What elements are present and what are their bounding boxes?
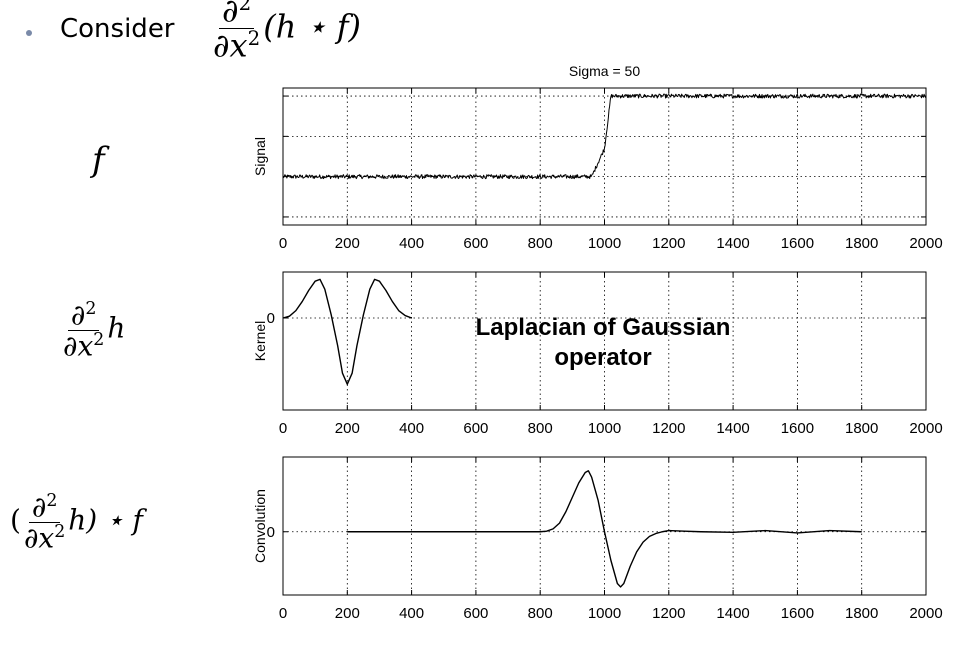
log-operator-label: Laplacian of Gaussian operator (440, 313, 766, 373)
chart-2-xtick-label-2000: 2000 (909, 605, 942, 622)
chart-1-xtick-label-1200: 1200 (652, 420, 685, 437)
header-den: ∂x (213, 26, 248, 65)
chart-0-xtick-label-400: 400 (399, 235, 424, 252)
chart-1-xtick-label-800: 800 (528, 420, 553, 437)
chart-1-xtick-label-600: 600 (463, 420, 488, 437)
header-derivative-fraction: ∂2 ∂x2 (210, 0, 263, 64)
chart-1-xtick-label-0: 0 (279, 420, 287, 437)
chart-0-xtick-label-800: 800 (528, 235, 553, 252)
chart-2-xtick-label-1000: 1000 (588, 605, 621, 622)
chart-2-ytick-label-0: 0 (267, 524, 275, 541)
kernel-num: ∂ (70, 298, 86, 332)
header-den-sup: 2 (247, 27, 261, 51)
chart-0-xtick-label-1800: 1800 (845, 235, 878, 252)
conv-derivative-fraction: ∂2 ∂x2 (21, 492, 68, 552)
chart-2-xtick-label-1600: 1600 (781, 605, 814, 622)
header-num: ∂ (222, 0, 239, 30)
header-expression: (h ⋆ f) (263, 7, 362, 46)
chart-0-title: Sigma = 50 (569, 63, 640, 79)
bullet-text: Consider (60, 14, 175, 44)
kernel-den: ∂x (63, 329, 94, 363)
header-formula: ∂2 ∂x2 (h ⋆ f) (210, 0, 361, 64)
conv-den-sup: 2 (54, 521, 66, 542)
log-operator-label-line1: Laplacian of Gaussian (475, 314, 731, 341)
chart-0-xtick-label-1200: 1200 (652, 235, 685, 252)
chart-1-xtick-label-1400: 1400 (716, 420, 749, 437)
row-label-signal: f (92, 140, 105, 180)
conv-num: ∂ (31, 490, 47, 524)
row-label-kernel: ∂2 ∂x2 h (60, 300, 125, 360)
chart-1-ytick-label-0: 0 (267, 310, 275, 327)
kernel-num-sup: 2 (85, 299, 97, 319)
chart-2-xtick-label-800: 800 (528, 605, 553, 622)
chart-0-xtick-label-1400: 1400 (716, 235, 749, 252)
chart-2-xtick-label-400: 400 (399, 605, 424, 622)
chart-1-xtick-label-200: 200 (335, 420, 360, 437)
chart-0-series-0-line (282, 93, 927, 180)
chart-0-ylabel: Signal (252, 137, 268, 176)
kernel-tail: h (107, 311, 126, 345)
chart-2-xtick-label-200: 200 (335, 605, 360, 622)
chart-panel-2: 0 200 400 600 800 1000 1200 1400 1600 1800 20000Co… (252, 456, 943, 622)
chart-2-xtick-label-1200: 1200 (652, 605, 685, 622)
chart-1-ylabel: Kernel (252, 321, 268, 361)
chart-1-series-0-line (282, 278, 412, 385)
conv-open-paren: ( (10, 503, 21, 537)
chart-0-xtick-label-1600: 1600 (781, 235, 814, 252)
chart-0-xtick-label-0: 0 (279, 235, 287, 252)
chart-1-xtick-label-400: 400 (399, 420, 424, 437)
conv-tail: h) ⋆ f (68, 503, 143, 537)
chart-2-xtick-label-1800: 1800 (845, 605, 878, 622)
log-operator-label-line2: operator (554, 344, 652, 371)
chart-2-xtick-label-1400: 1400 (716, 605, 749, 622)
row-label-signal-symbol: f (92, 140, 105, 180)
chart-1-xtick-label-1600: 1600 (781, 420, 814, 437)
chart-panel-0: 0 200 400 600 800 1000 1200 1400 1600 1800 2000 Sig… (252, 63, 943, 252)
chart-0-xtick-label-2000: 2000 (909, 235, 942, 252)
chart-1-xtick-label-2000: 2000 (909, 420, 942, 437)
chart-0-xtick-label-200: 200 (335, 235, 360, 252)
conv-num-sup: 2 (46, 491, 58, 511)
chart-2-ylabel: Convolution (252, 489, 268, 563)
chart-2-series-0-line (347, 470, 862, 588)
bullet-dot (26, 30, 32, 36)
chart-panel-1: 0 200 400 600 800 1000 1200 1400 1600 1800 20000Ke… (252, 271, 943, 437)
chart-1-xtick-label-1000: 1000 (588, 420, 621, 437)
row-label-convolution: ( ∂2 ∂x2 h) ⋆ f (10, 492, 143, 552)
chart-0-xtick-label-1000: 1000 (588, 235, 621, 252)
kernel-derivative-fraction: ∂2 ∂x2 (60, 300, 107, 360)
chart-2-xtick-label-600: 600 (463, 605, 488, 622)
kernel-den-sup: 2 (93, 329, 105, 350)
chart-2-xtick-label-0: 0 (279, 605, 287, 622)
chart-1-xtick-label-1800: 1800 (845, 420, 878, 437)
chart-0-xtick-label-600: 600 (463, 235, 488, 252)
header-num-sup: 2 (238, 0, 252, 15)
conv-den: ∂x (23, 521, 55, 555)
